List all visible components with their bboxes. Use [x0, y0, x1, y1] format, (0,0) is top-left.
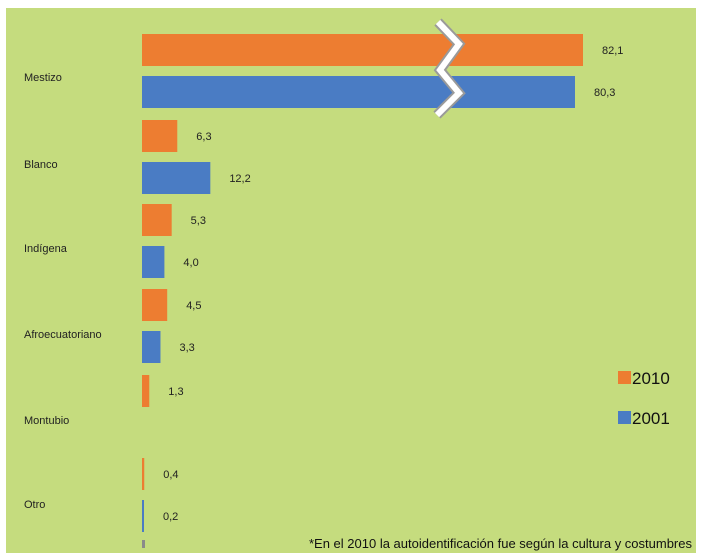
bar-blanco-2001 [142, 162, 211, 194]
value-label-montubio-2010: 1,3 [168, 386, 183, 398]
value-label-blanco-2001: 12,2 [229, 173, 250, 185]
bar-mestizo-2010 [142, 34, 583, 66]
value-label-blanco-2010: 6,3 [196, 131, 211, 143]
category-label-afroecuatoriano: Afroecuatoriano [24, 329, 102, 341]
value-label-afroecuatoriano-2001: 3,3 [179, 342, 194, 354]
bar-indigena-2001 [142, 246, 165, 278]
category-label-indigena: Indígena [24, 243, 68, 255]
bar-otro-2010 [142, 458, 145, 490]
bar-montubio-2010 [142, 375, 150, 407]
axis-break-mark [433, 18, 466, 119]
bars [142, 34, 583, 548]
value-label-otro-2001: 0,2 [163, 511, 178, 523]
legend-label-2001: 2001 [632, 409, 670, 428]
category-label-montubio: Montubio [24, 415, 69, 427]
chart-note: *En el 2010 la autoidentificación fue se… [309, 536, 693, 551]
legend: 2010 2001 [618, 369, 670, 428]
category-label-mestizo: Mestizo [24, 72, 62, 84]
value-label-mestizo-2001: 80,3 [594, 87, 615, 99]
value-label-indigena-2001: 4,0 [183, 257, 198, 269]
value-label-otro-2010: 0,4 [163, 469, 178, 481]
value-label-indigena-2010: 5,3 [191, 215, 206, 227]
value-labels: 82,1 80,3 6,3 12,2 5,3 4,0 4,5 3,3 1,3 0,4 0,2 [163, 45, 623, 523]
category-label-otro: Otro [24, 499, 45, 511]
bar-indigena-2010 [142, 204, 172, 236]
value-label-afroecuatoriano-2010: 4,5 [186, 300, 201, 312]
bar-mestizo-2001 [142, 76, 575, 108]
break-fill [434, 19, 464, 118]
legend-swatch-2010 [618, 371, 631, 384]
bar-otro-2001 [142, 500, 144, 532]
value-label-mestizo-2010: 82,1 [602, 45, 623, 57]
axis-tick [142, 540, 145, 548]
legend-label-2010: 2010 [632, 369, 670, 388]
category-label-blanco: Blanco [24, 159, 58, 171]
bar-afroecuatoriano-2010 [142, 289, 168, 321]
legend-swatch-2001 [618, 411, 631, 424]
category-labels: Mestizo Blanco Indígena Afroecuatoriano Mont… [24, 72, 102, 511]
bar-afroecuatoriano-2001 [142, 331, 161, 363]
bar-blanco-2010 [142, 120, 178, 152]
